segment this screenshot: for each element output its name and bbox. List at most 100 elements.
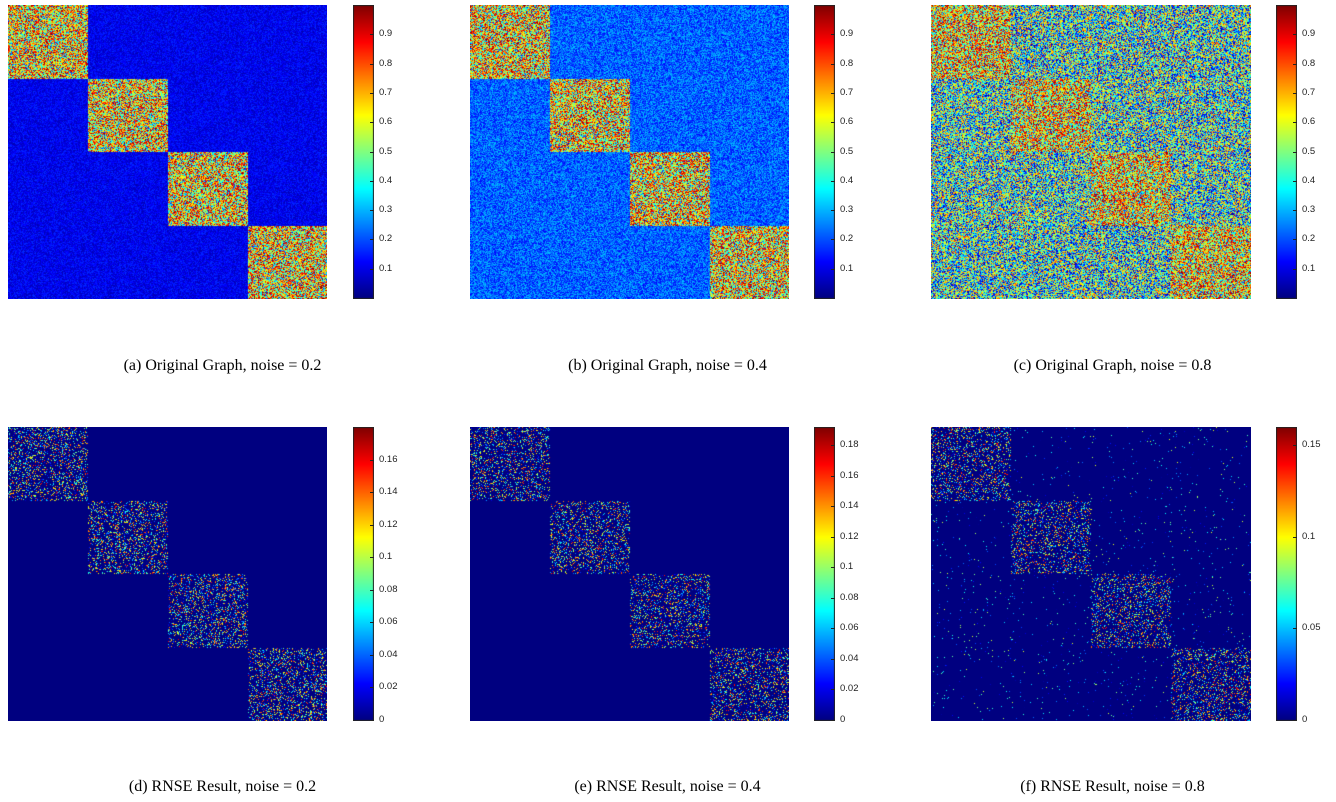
colorbar-tickmark [831,210,835,211]
colorbar-tickmark [370,525,374,526]
colorbar-tickmark [831,476,835,477]
colorbar-tick-label: 0.3 [379,204,393,215]
colorbar-tick-label: 0.6 [379,116,393,127]
colorbar-tickmark [831,239,835,240]
colorbar-tick-label: 0 [379,714,385,725]
colorbar-tickmark [831,152,835,153]
colorbar-d [353,427,374,721]
colorbar-tick-label: 0.4 [379,175,393,186]
colorbar-tickmark [1293,181,1297,182]
caption-e: (e) RNSE Result, noise = 0.4 [574,778,761,795]
colorbar-tickmark [831,598,835,599]
colorbar-tick-label: 0.3 [840,204,854,215]
colorbar-tick-label: 0.14 [840,500,859,511]
colorbar-tick-label: 0.7 [840,87,854,98]
colorbar-tickmark [370,64,374,65]
colorbar-tickmark [1293,93,1297,94]
colorbar-tickmark [831,34,835,35]
colorbar-tick-label: 0.6 [840,116,854,127]
heatmap-c [931,5,1251,299]
colorbar-tickmark [831,567,835,568]
colorbar-tick-label: 0.1 [1302,531,1316,542]
colorbar-tickmark [370,557,374,558]
colorbar-tickmark [1293,445,1297,446]
colorbar-b [814,5,835,299]
caption-f: (f) RNSE Result, noise = 0.8 [1020,778,1205,795]
colorbar-tick-label: 0.08 [840,592,859,603]
colorbar-a [353,5,374,299]
colorbar-tickmark [1293,537,1297,538]
colorbar-tick-label: 0.8 [840,58,854,69]
colorbar-tickmark [831,537,835,538]
colorbar-tickmark [1293,34,1297,35]
colorbar-tickmark [370,687,374,688]
caption-a: (a) Original Graph, noise = 0.2 [123,357,322,374]
colorbar-tickmark [370,622,374,623]
colorbar-tick-label: 0 [1302,714,1308,725]
heatmap-b [470,5,789,299]
colorbar-tick-label: 0.1 [840,263,854,274]
colorbar-tickmark [370,655,374,656]
colorbar-tickmark [831,64,835,65]
colorbar-tickmark [370,720,374,721]
colorbar-tick-label: 0.06 [840,622,859,633]
colorbar-tickmark [1293,628,1297,629]
caption-b: (b) Original Graph, noise = 0.4 [568,357,767,374]
colorbar-tick-label: 0.5 [1302,146,1316,157]
colorbar-tickmark [831,445,835,446]
colorbar-tick-label: 0.4 [840,175,854,186]
colorbar-tick-label: 0.02 [379,681,398,692]
colorbar-tickmark [831,628,835,629]
colorbar-tickmark [1293,152,1297,153]
colorbar-tick-label: 0.5 [840,146,854,157]
colorbar-tick-label: 0.1 [379,551,393,562]
colorbar-tickmark [370,210,374,211]
colorbar-tickmark [370,34,374,35]
colorbar-tick-label: 0.15 [1302,439,1321,450]
colorbar-tick-label: 0.8 [1302,58,1316,69]
colorbar-tick-label: 0.05 [1302,622,1321,633]
colorbar-tickmark [1293,269,1297,270]
colorbar-tick-label: 0.5 [379,146,393,157]
colorbar-tickmark [831,506,835,507]
colorbar-tickmark [1293,720,1297,721]
colorbar-tickmark [370,181,374,182]
colorbar-tickmark [831,122,835,123]
colorbar-tick-label: 0.02 [840,683,859,694]
colorbar-tick-label: 0.7 [379,87,393,98]
colorbar-tickmark [831,269,835,270]
heatmap-a [8,5,327,299]
heatmap-e [470,427,789,721]
colorbar-tick-label: 0.04 [840,653,859,664]
colorbar-tick-label: 0.08 [379,584,398,595]
colorbar-c [1276,5,1297,299]
colorbar-tickmark [370,93,374,94]
colorbar-tickmark [831,93,835,94]
colorbar-tick-label: 0.14 [379,486,398,497]
colorbar-tick-label: 0.1 [1302,263,1316,274]
colorbar-e [814,427,835,721]
colorbar-tick-label: 0.2 [379,233,393,244]
colorbar-tick-label: 0.9 [840,28,854,39]
colorbar-tick-label: 0.1 [379,263,393,274]
colorbar-tick-label: 0.8 [379,58,393,69]
colorbar-tickmark [1293,122,1297,123]
colorbar-tickmark [370,239,374,240]
colorbar-tickmark [370,269,374,270]
heatmap-d [8,427,327,721]
colorbar-tick-label: 0.6 [1302,116,1316,127]
colorbar-tickmark [370,590,374,591]
colorbar-tick-label: 0.12 [379,519,398,530]
colorbar-tick-label: 0.06 [379,616,398,627]
colorbar-tickmark [831,689,835,690]
colorbar-tickmark [831,181,835,182]
colorbar-tickmark [831,659,835,660]
colorbar-tickmark [1293,64,1297,65]
colorbar-tick-label: 0.7 [1302,87,1316,98]
colorbar-tick-label: 0.12 [840,531,859,542]
colorbar-tickmark [370,492,374,493]
colorbar-tick-label: 0.2 [840,233,854,244]
colorbar-tick-label: 0 [840,714,846,725]
colorbar-tickmark [831,720,835,721]
colorbar-tick-label: 0.2 [1302,233,1316,244]
